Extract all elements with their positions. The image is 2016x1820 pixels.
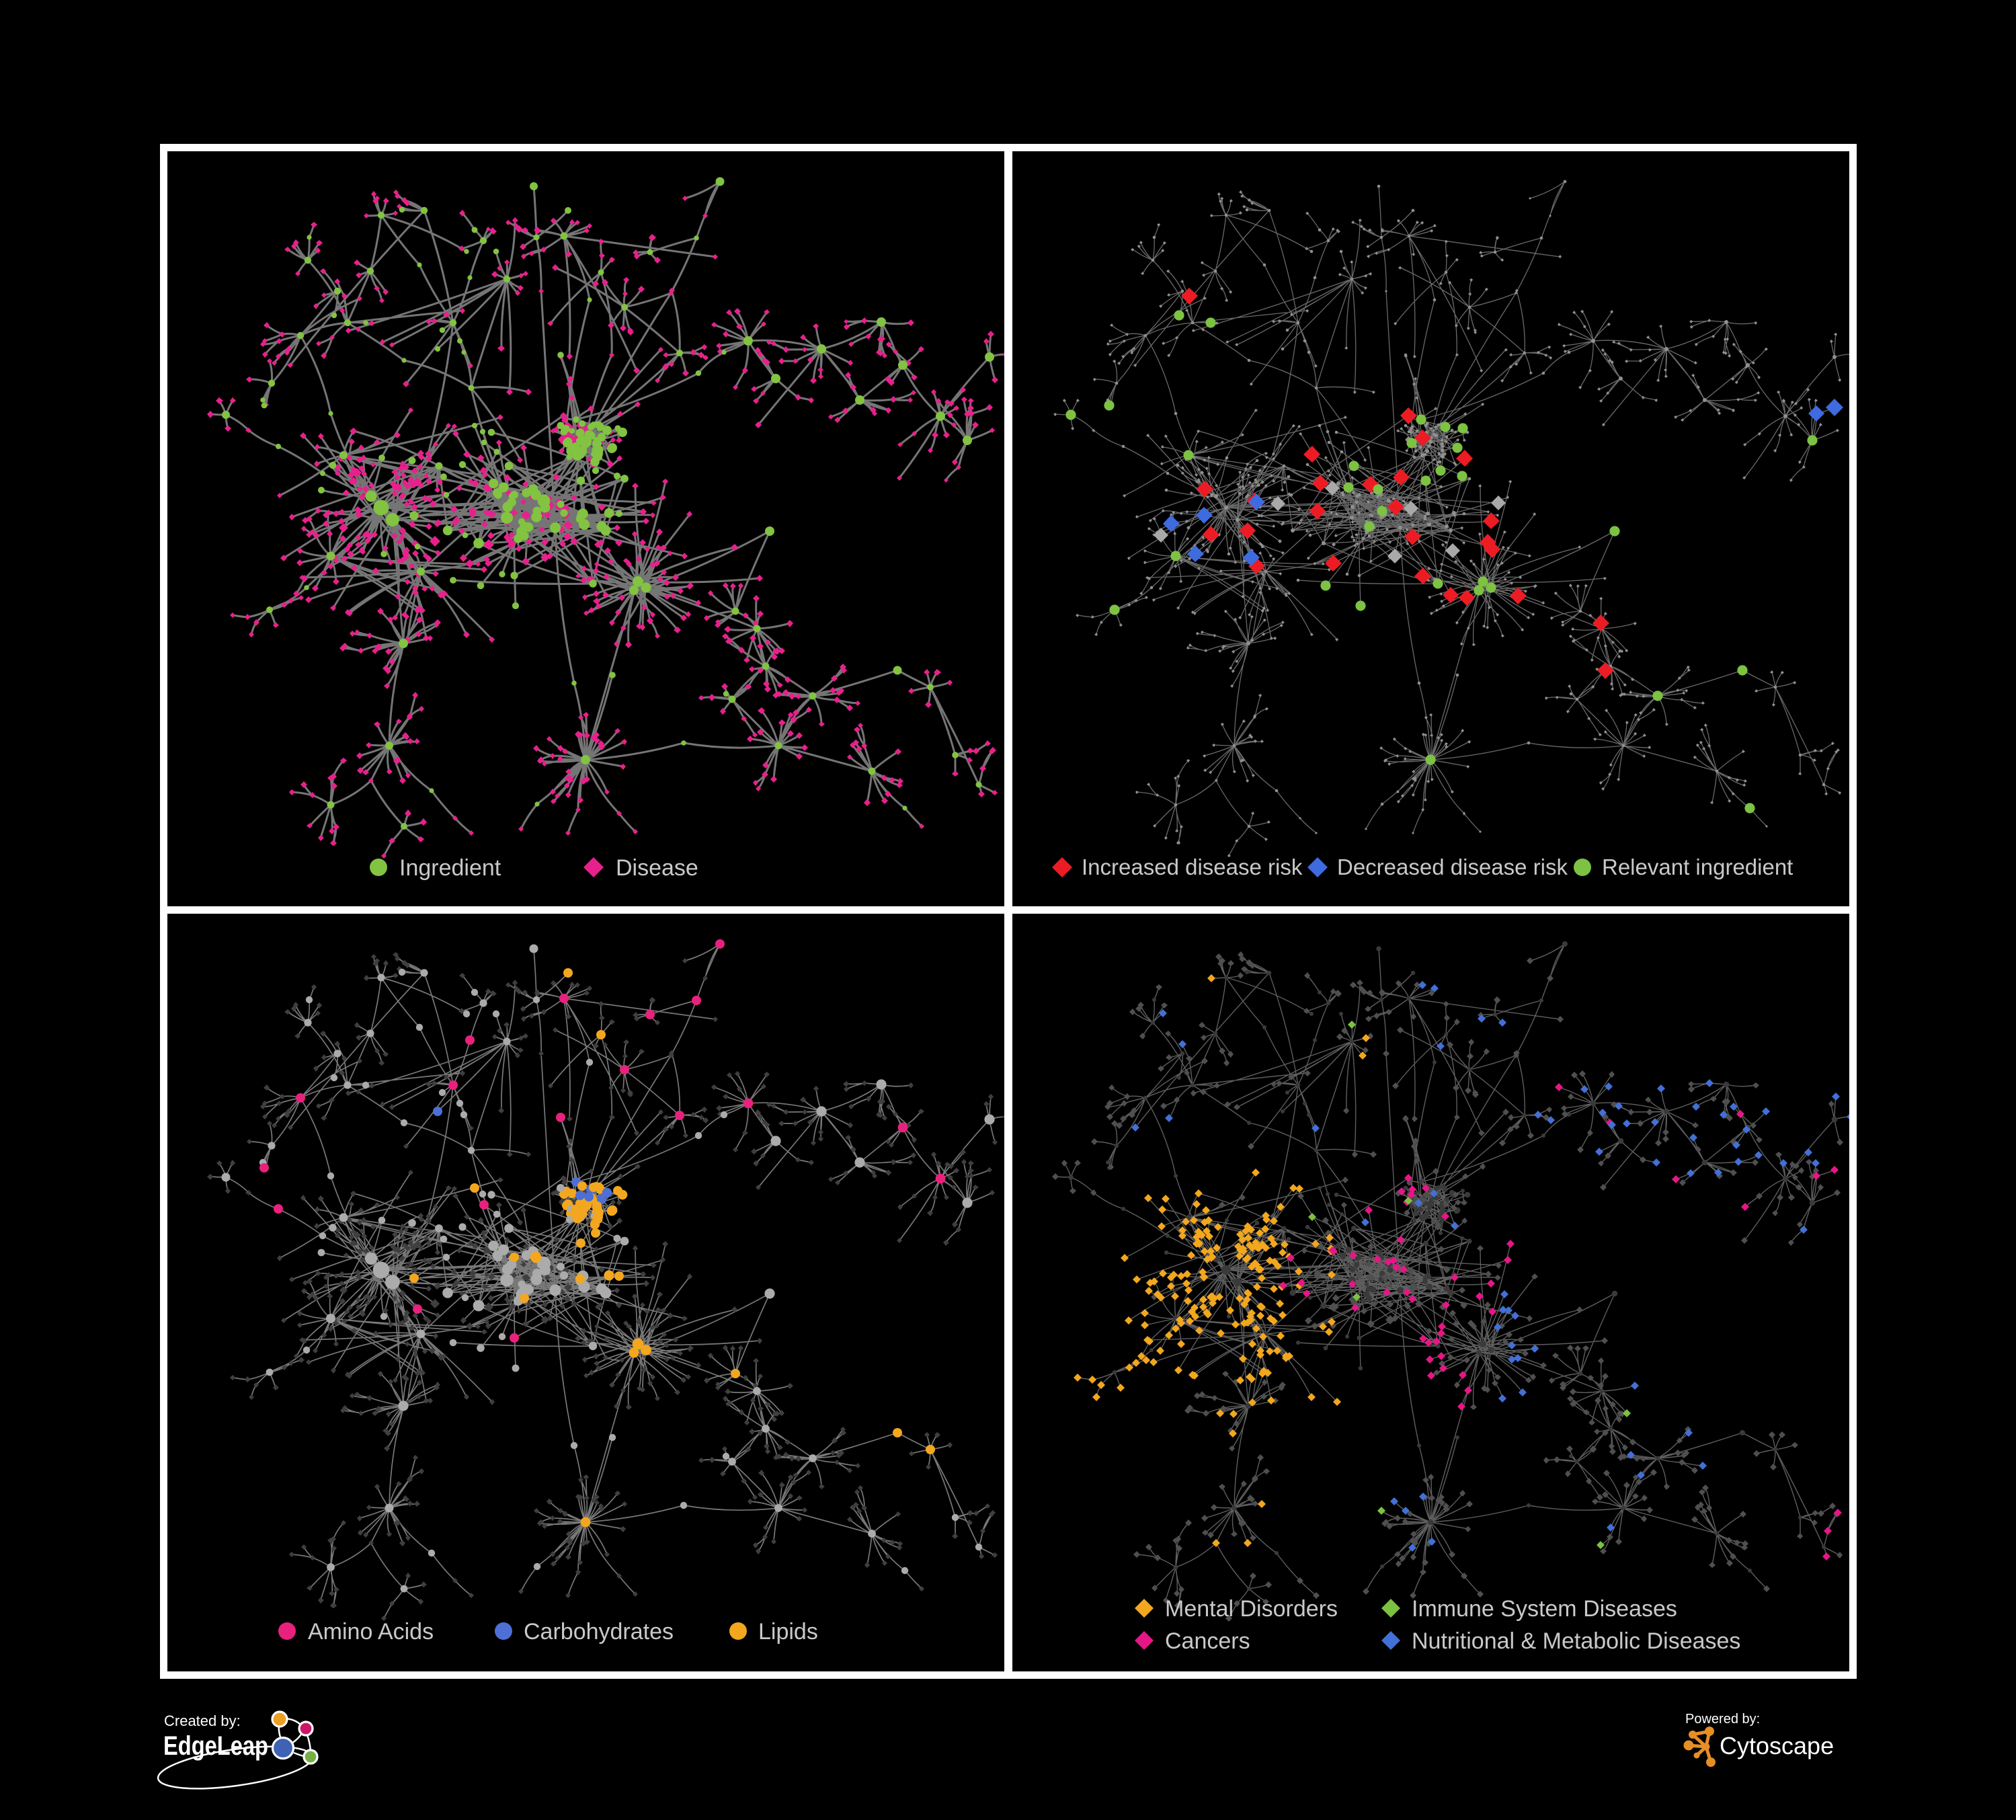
svg-text:Cytoscape: Cytoscape — [1720, 1732, 1834, 1759]
svg-text:Immune System Diseases: Immune System Diseases — [1412, 1596, 1677, 1622]
svg-text:Carbohydrates: Carbohydrates — [524, 1619, 674, 1645]
svg-text:Powered by:: Powered by: — [1685, 1712, 1760, 1727]
svg-text:Ingredient: Ingredient — [399, 855, 501, 881]
svg-text:Amino Acids: Amino Acids — [308, 1619, 434, 1645]
svg-text:Increased disease risk: Increased disease risk — [1082, 855, 1303, 879]
svg-text:Nutritional & Metabolic Diseas: Nutritional & Metabolic Diseases — [1412, 1628, 1740, 1654]
svg-text:Mental Disorders: Mental Disorders — [1165, 1596, 1338, 1622]
svg-text:Created by:: Created by: — [164, 1712, 241, 1729]
svg-text:Cancers: Cancers — [1165, 1628, 1250, 1654]
svg-text:Decreased disease risk: Decreased disease risk — [1337, 855, 1568, 879]
svg-text:Lipids: Lipids — [758, 1619, 818, 1645]
svg-text:EdgeLeap: EdgeLeap — [163, 1731, 268, 1761]
svg-text:Disease: Disease — [616, 855, 698, 881]
svg-text:Relevant ingredient: Relevant ingredient — [1602, 855, 1793, 879]
